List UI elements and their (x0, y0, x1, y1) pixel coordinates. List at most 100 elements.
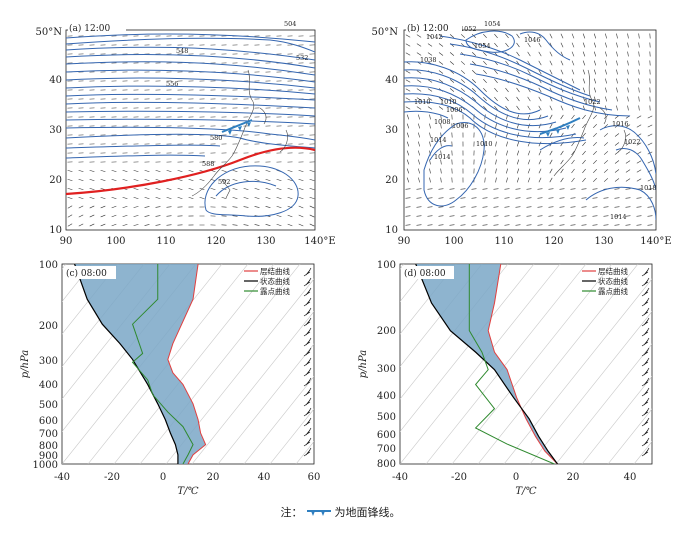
wind-vector (265, 196, 271, 200)
dry-adiabat-lines-d (400, 264, 652, 464)
wind-vector (111, 178, 117, 182)
wind-vector (67, 187, 73, 191)
wind-vector (537, 215, 543, 217)
wind-vector (429, 114, 431, 120)
wind-vector (527, 105, 531, 111)
y-tick-label: 700 (377, 444, 396, 455)
wind-vector (571, 150, 575, 156)
wind-vector (418, 150, 420, 156)
wind-barb (303, 287, 312, 297)
wind-vector (625, 188, 631, 190)
wind-vector (582, 123, 586, 129)
wind-vector (593, 78, 597, 84)
wind-vector (122, 169, 128, 173)
wind-vector (287, 214, 293, 218)
wind-vector (538, 105, 542, 111)
wind-vector (405, 34, 411, 38)
wind-vector (460, 224, 466, 226)
x-tick-label: 120 (206, 236, 225, 247)
x-axis-title-c: T/℃ (177, 486, 198, 497)
wind-vector (636, 169, 642, 173)
wind-vector (504, 215, 510, 217)
wind-vector (506, 150, 508, 156)
wind-vector (427, 79, 433, 83)
wind-vector (516, 177, 520, 183)
wind-vector (484, 168, 486, 174)
contour-label: 1022 (624, 138, 641, 146)
skew-line (581, 376, 652, 464)
wind-vector (188, 178, 194, 182)
legend-label: 层结曲线 (260, 266, 290, 276)
contour-label: 1054 (484, 20, 501, 28)
y-tick-label: 30 (385, 125, 398, 136)
wind-vector (416, 206, 422, 208)
wind-vector (549, 177, 553, 183)
wind-vector (78, 214, 84, 218)
wind-vector (505, 87, 509, 93)
y-tick-label: 900 (39, 451, 58, 462)
x-tick-label: 100 (106, 236, 125, 247)
wind-vector (449, 61, 455, 65)
wind-vector (614, 224, 620, 226)
wind-vector (298, 178, 304, 182)
wind-vector (449, 215, 455, 217)
wind-vector (582, 114, 586, 120)
wind-vector (625, 169, 631, 173)
y-axis-d: 100 200 300 400 500 600 700 800 (377, 260, 396, 470)
wind-vector (309, 196, 315, 200)
wind-vector (232, 178, 238, 182)
wind-vector (405, 106, 411, 110)
wind-vector (627, 87, 629, 93)
wind-vector (243, 169, 249, 173)
contour-label: 1010 (476, 140, 493, 148)
wind-vector (405, 188, 411, 190)
wind-vector (647, 115, 653, 119)
wind-vector (625, 151, 631, 155)
wind-vector (460, 215, 466, 217)
contour-label: 1054 (474, 42, 491, 50)
x-tick-label: 110 (156, 236, 175, 247)
wind-vector (538, 177, 542, 183)
wind-vector (647, 142, 653, 146)
wind-vector (504, 188, 510, 190)
skew-line (607, 408, 652, 464)
wind-vector (549, 132, 553, 138)
wind-vector (603, 160, 609, 164)
wind-vector (416, 79, 422, 83)
wind-vector (592, 224, 598, 226)
wind-vector (416, 106, 422, 110)
wind-vector (155, 178, 161, 182)
wind-vector (647, 160, 653, 164)
wind-vector (188, 169, 194, 173)
wind-vector (495, 141, 497, 147)
wind-vector (232, 196, 238, 200)
wind-vector (614, 188, 620, 190)
wind-vector (592, 188, 598, 190)
wind-vector (494, 69, 498, 75)
wind-vector (515, 224, 521, 226)
wind-vector (636, 224, 642, 226)
wind-vector (560, 33, 564, 39)
wind-vector (416, 197, 422, 199)
wind-vector (614, 178, 620, 182)
wind-vector (133, 169, 139, 173)
wind-vector (418, 123, 420, 129)
contour-label: 580 (210, 134, 222, 142)
wind-vector (438, 106, 444, 110)
wind-vector (592, 197, 598, 199)
wind-vector (155, 224, 161, 226)
wind-vector (471, 224, 477, 226)
wind-vector (616, 96, 618, 102)
skew-line (451, 264, 613, 464)
x-axis-d: -40 -20 0 20 40 (392, 472, 636, 483)
wind-vector (406, 114, 410, 120)
x-tick-label: 20 (567, 472, 580, 483)
panel-label-d: (d) 08:00 (404, 268, 446, 279)
wind-vector (188, 196, 194, 200)
wind-vector (460, 61, 466, 65)
wind-vector (538, 141, 542, 147)
wind-vector (265, 224, 271, 226)
wind-vector (429, 141, 431, 147)
wind-vector (616, 69, 618, 75)
wind-vector (484, 123, 486, 129)
